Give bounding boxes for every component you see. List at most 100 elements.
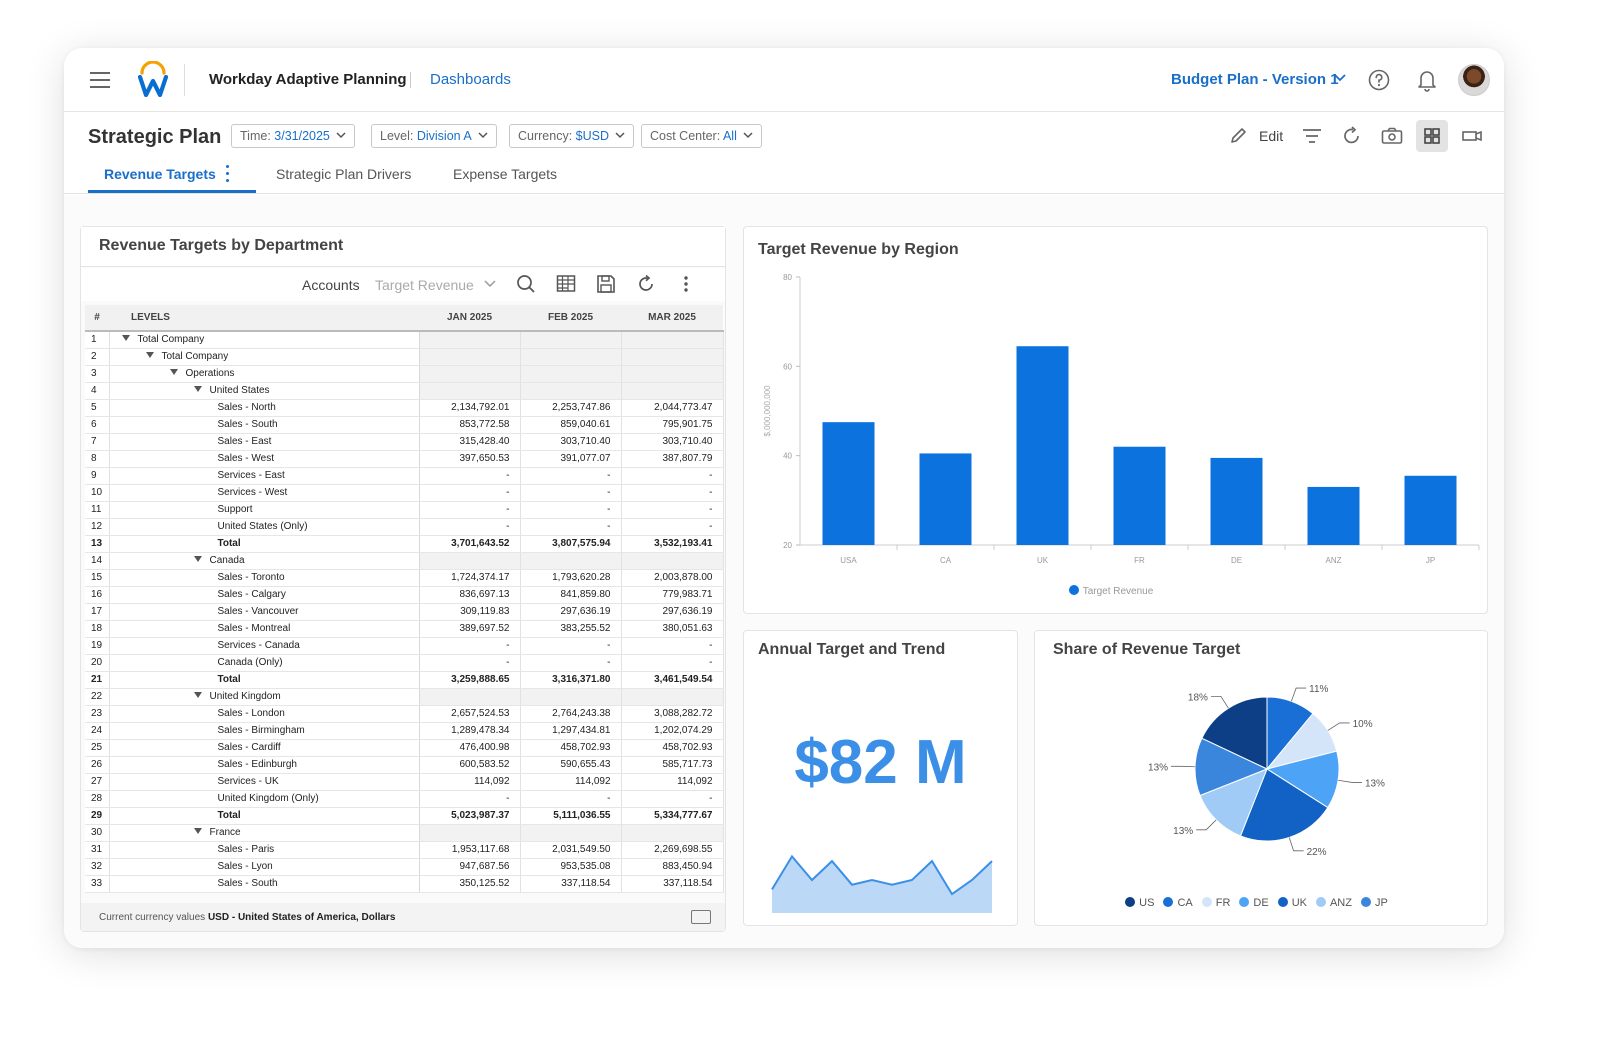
hamburger-menu-icon[interactable]	[90, 72, 110, 88]
account-selector[interactable]: Target Revenue	[375, 277, 474, 293]
refresh-icon[interactable]	[636, 274, 656, 294]
table-row[interactable]: 33 Sales - South 350,125.52 337,118.54 337,1…	[85, 875, 724, 893]
value-cell[interactable]	[621, 824, 724, 842]
value-cell[interactable]: 1,724,374.17	[419, 569, 521, 587]
value-cell[interactable]	[621, 382, 724, 400]
save-icon[interactable]	[596, 274, 616, 294]
table-row[interactable]: 10 Services - West - - -	[85, 484, 724, 502]
value-cell[interactable]: 2,764,243.38	[520, 705, 622, 723]
value-cell[interactable]: 841,859.80	[520, 586, 622, 604]
value-cell[interactable]: 2,134,792.01	[419, 399, 521, 417]
camera-icon[interactable]	[1381, 126, 1403, 146]
value-cell[interactable]: 114,092	[419, 773, 521, 791]
value-cell[interactable]: -	[419, 637, 521, 655]
refresh-icon[interactable]	[1341, 126, 1363, 146]
value-cell[interactable]: -	[419, 484, 521, 502]
value-cell[interactable]: -	[520, 467, 622, 485]
table-row[interactable]: 19 Services - Canada - - -	[85, 637, 724, 655]
value-cell[interactable]: 3,532,193.41	[621, 535, 724, 553]
value-cell[interactable]: 337,118.54	[621, 875, 724, 893]
table-row[interactable]: 13 Total 3,701,643.52 3,807,575.94 3,532,193…	[85, 535, 724, 553]
value-cell[interactable]	[520, 824, 622, 842]
table-row[interactable]: 2 Total Company	[85, 348, 724, 366]
cost-center-filter[interactable]: Cost Center: All	[641, 124, 762, 148]
value-cell[interactable]: 1,202,074.29	[621, 722, 724, 740]
value-cell[interactable]	[621, 331, 724, 349]
value-cell[interactable]: 1,297,434.81	[520, 722, 622, 740]
value-cell[interactable]: 297,636.19	[621, 603, 724, 621]
value-cell[interactable]	[621, 688, 724, 706]
value-cell[interactable]: 337,118.54	[520, 875, 622, 893]
value-cell[interactable]: 458,702.93	[520, 739, 622, 757]
table-row[interactable]: 25 Sales - Cardiff 476,400.98 458,702.93 458…	[85, 739, 724, 757]
table-row[interactable]: 1 Total Company	[85, 331, 724, 349]
value-cell[interactable]: 387,807.79	[621, 450, 724, 468]
table-row[interactable]: 24 Sales - Birmingham 1,289,478.34 1,297,43…	[85, 722, 724, 740]
value-cell[interactable]	[621, 348, 724, 366]
table-filter-icon[interactable]	[556, 274, 576, 294]
table-row[interactable]: 15 Sales - Toronto 1,724,374.17 1,793,620.2…	[85, 569, 724, 587]
collapse-toggle-icon[interactable]	[193, 692, 202, 698]
table-row[interactable]: 22 United Kingdom	[85, 688, 724, 706]
legend-item[interactable]: FR	[1201, 897, 1230, 909]
table-row[interactable]: 29 Total 5,023,987.37 5,111,036.55 5,334,777…	[85, 807, 724, 825]
user-avatar[interactable]	[1458, 64, 1490, 96]
value-cell[interactable]: 779,983.71	[621, 586, 724, 604]
value-cell[interactable]: 114,092	[520, 773, 622, 791]
table-row[interactable]: 16 Sales - Calgary 836,697.13 841,859.80 779…	[85, 586, 724, 604]
value-cell[interactable]: 836,697.13	[419, 586, 521, 604]
value-cell[interactable]	[621, 552, 724, 570]
help-icon[interactable]	[1368, 69, 1390, 91]
value-cell[interactable]: 3,316,371.80	[520, 671, 622, 689]
collapse-toggle-icon[interactable]	[169, 369, 178, 375]
value-cell[interactable]	[419, 382, 521, 400]
value-cell[interactable]: -	[520, 518, 622, 536]
value-cell[interactable]	[520, 348, 622, 366]
collapse-toggle-icon[interactable]	[145, 352, 154, 358]
value-cell[interactable]: -	[621, 484, 724, 502]
value-cell[interactable]	[520, 688, 622, 706]
bell-icon[interactable]	[1416, 68, 1438, 92]
value-cell[interactable]	[419, 331, 521, 349]
table-row[interactable]: 32 Sales - Lyon 947,687.56 953,535.08 883,45…	[85, 858, 724, 876]
time-filter[interactable]: Time: 3/31/2025	[231, 124, 355, 148]
tab-expense-targets[interactable]: Expense Targets	[453, 166, 558, 182]
value-cell[interactable]: 2,031,549.50	[520, 841, 622, 859]
legend-item[interactable]: JP	[1360, 897, 1388, 909]
value-cell[interactable]	[520, 331, 622, 349]
version-selector[interactable]: Budget Plan - Version 1	[1171, 71, 1339, 88]
table-row[interactable]: 5 Sales - North 2,134,792.01 2,253,747.86 2,…	[85, 399, 724, 417]
value-cell[interactable]	[419, 348, 521, 366]
value-cell[interactable]: -	[419, 501, 521, 519]
collapse-toggle-icon[interactable]	[193, 556, 202, 562]
value-cell[interactable]: -	[520, 790, 622, 808]
value-cell[interactable]: 303,710.40	[520, 433, 622, 451]
table-row[interactable]: 17 Sales - Vancouver 309,119.83 297,636.19 2…	[85, 603, 724, 621]
value-cell[interactable]: -	[621, 518, 724, 536]
value-cell[interactable]: 3,088,282.72	[621, 705, 724, 723]
level-filter[interactable]: Level: Division A	[371, 124, 497, 148]
table-row[interactable]: 9 Services - East - - -	[85, 467, 724, 485]
table-row[interactable]: 12 United States (Only) - - -	[85, 518, 724, 536]
value-cell[interactable]: -	[520, 637, 622, 655]
legend-item[interactable]: DE	[1239, 897, 1269, 909]
value-cell[interactable]	[621, 365, 724, 383]
value-cell[interactable]: 3,701,643.52	[419, 535, 521, 553]
value-cell[interactable]: -	[419, 467, 521, 485]
value-cell[interactable]: 953,535.08	[520, 858, 622, 876]
legend-item[interactable]: ANZ	[1315, 897, 1352, 909]
legend-item[interactable]: Target Revenue	[1068, 585, 1153, 597]
column-header[interactable]: JAN 2025	[419, 305, 520, 332]
value-cell[interactable]: 303,710.40	[621, 433, 724, 451]
value-cell[interactable]: -	[621, 654, 724, 672]
value-cell[interactable]: -	[419, 518, 521, 536]
dashboards-link[interactable]: Dashboards	[430, 71, 511, 88]
value-cell[interactable]: 2,657,524.53	[419, 705, 521, 723]
value-cell[interactable]: 590,655.43	[520, 756, 622, 774]
table-row[interactable]: 26 Sales - Edinburgh 600,583.52 590,655.43 5…	[85, 756, 724, 774]
value-cell[interactable]: 315,428.40	[419, 433, 521, 451]
value-cell[interactable]: -	[621, 467, 724, 485]
value-cell[interactable]	[419, 365, 521, 383]
table-row[interactable]: 4 United States	[85, 382, 724, 400]
value-cell[interactable]: 1,289,478.34	[419, 722, 521, 740]
